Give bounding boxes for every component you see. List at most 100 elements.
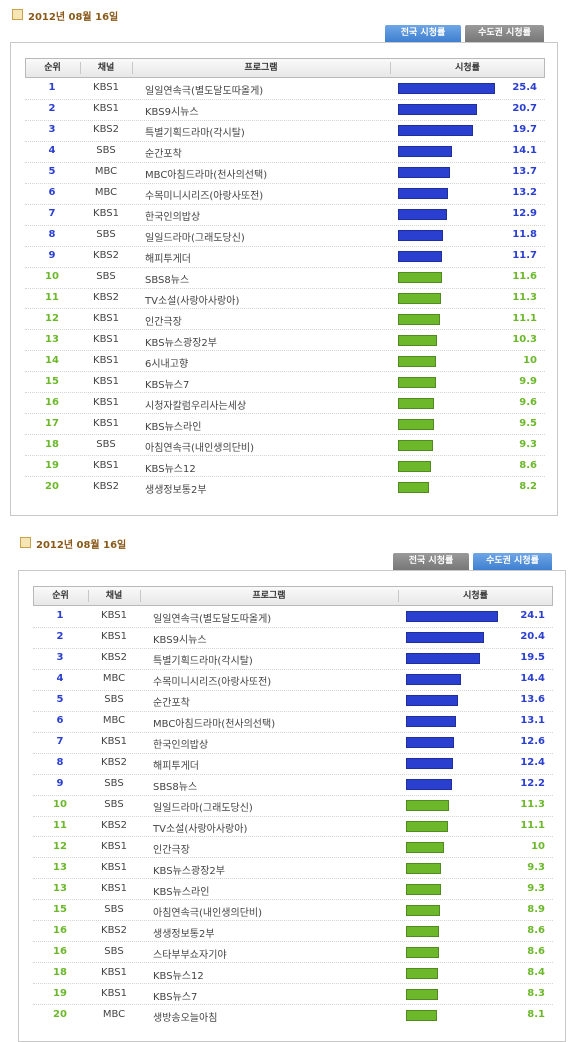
rating-value: 8.1 — [527, 1008, 545, 1020]
rank: 7 — [48, 208, 56, 220]
rank: 13 — [53, 882, 67, 894]
header-cell: 채널 — [97, 63, 115, 73]
rank: 5 — [56, 694, 64, 706]
row-divider — [25, 350, 545, 352]
rating-value: 11.1 — [520, 819, 545, 831]
program: 특별기획드라마(각시탈) — [145, 128, 245, 140]
row-divider — [33, 668, 553, 670]
row-divider — [25, 98, 545, 100]
row-divider — [33, 878, 553, 880]
date: 2012년 08월 16일 — [28, 12, 119, 23]
channel: KBS1 — [93, 417, 119, 429]
rating-value: 13.1 — [520, 715, 545, 727]
rank: 1 — [48, 82, 56, 94]
header-cell: 시청률 — [455, 63, 480, 73]
program: 일일드라마(그래도당신) — [145, 233, 245, 245]
channel: SBS — [104, 799, 124, 811]
rank: 16 — [53, 924, 67, 936]
rating-value: 9.9 — [519, 375, 537, 387]
program: 순간포착 — [145, 149, 182, 161]
rank: 19 — [45, 459, 59, 471]
row-divider — [25, 161, 545, 163]
row-divider — [25, 224, 545, 226]
row-divider — [25, 203, 545, 205]
rating-value: 19.5 — [520, 652, 545, 664]
rating-bar — [406, 883, 442, 895]
header-cell: 채널 — [105, 591, 123, 601]
row-divider — [33, 899, 553, 901]
row-divider — [25, 392, 545, 394]
date: 2012년 08월 16일 — [36, 540, 127, 551]
rating-bar — [406, 800, 449, 812]
header-cell: 시청률 — [463, 591, 488, 601]
program: KBS뉴스광장2부 — [145, 337, 217, 349]
program: TV소설(사랑아사랑아) — [153, 823, 248, 835]
channel: SBS — [104, 694, 124, 706]
channel: SBS — [96, 271, 116, 283]
tab[interactable]: 전국 시청률 — [385, 25, 461, 42]
rating-value: 11.8 — [512, 229, 537, 241]
tab[interactable]: 수도권 시청률 — [465, 25, 544, 42]
rating-bar — [406, 695, 458, 707]
rank: 20 — [45, 480, 59, 492]
rating-bar — [398, 104, 477, 116]
program: 특별기획드라마(각시탈) — [153, 656, 253, 668]
row-divider — [33, 920, 553, 922]
row-divider — [25, 371, 545, 373]
row-divider — [33, 962, 553, 964]
rating-value: 8.9 — [527, 903, 545, 915]
tab[interactable]: 수도권 시청률 — [473, 553, 552, 570]
rating-bar — [398, 230, 443, 242]
program: 해피투게더 — [145, 254, 191, 266]
header-cell: 프로그램 — [252, 591, 286, 601]
rank: 12 — [45, 312, 59, 324]
channel: KBS1 — [101, 840, 127, 852]
rating-bar — [406, 820, 449, 832]
row-divider — [25, 182, 545, 184]
row-divider — [25, 413, 545, 415]
rating-bar — [406, 611, 498, 623]
rank: 16 — [45, 396, 59, 408]
channel: KBS1 — [101, 987, 127, 999]
channel: KBS2 — [93, 124, 119, 136]
rating-bar — [398, 146, 452, 158]
rating-bar — [398, 272, 443, 284]
rank: 7 — [56, 736, 64, 748]
rating-bar — [406, 653, 481, 665]
rating-value: 9.3 — [519, 438, 537, 450]
channel: KBS1 — [101, 861, 127, 873]
program: 일일연속극(별도달도따올게) — [145, 86, 264, 98]
channel: KBS2 — [93, 250, 119, 262]
program: 시청자칼럼우리사는세상 — [145, 400, 247, 412]
program: 해피투게더 — [153, 761, 199, 773]
program: 생방송오늘아침 — [153, 1012, 218, 1024]
channel: KBS1 — [93, 375, 119, 387]
header-cell: 프로그램 — [244, 63, 278, 73]
rank: 12 — [53, 840, 67, 852]
rating-bar — [398, 251, 443, 263]
rating-bar — [398, 481, 430, 493]
rating-value: 12.6 — [520, 736, 545, 748]
program: MBC아침드라마(천사의선택) — [153, 719, 276, 731]
row-divider — [25, 245, 545, 247]
program: 아침연속극(내인생의단비) — [145, 442, 255, 454]
channel: KBS1 — [101, 966, 127, 978]
row-divider — [33, 773, 553, 775]
rating-bar — [406, 862, 442, 874]
program: KBS9시뉴스 — [145, 107, 199, 119]
row-divider — [33, 857, 553, 859]
rank: 10 — [53, 799, 67, 811]
rank: 2 — [56, 631, 64, 643]
header-separator — [140, 590, 141, 602]
rating-value: 9.3 — [527, 882, 545, 894]
tab[interactable]: 전국 시청률 — [393, 553, 469, 570]
rating-bar — [398, 376, 436, 388]
program: 스타부부쇼자기야 — [153, 949, 227, 961]
channel: KBS1 — [101, 736, 127, 748]
channel: KBS1 — [93, 459, 119, 471]
rank: 10 — [45, 271, 59, 283]
rating-value: 11.3 — [512, 291, 537, 303]
program: KBS뉴스12 — [145, 463, 196, 475]
header-separator — [80, 62, 81, 74]
